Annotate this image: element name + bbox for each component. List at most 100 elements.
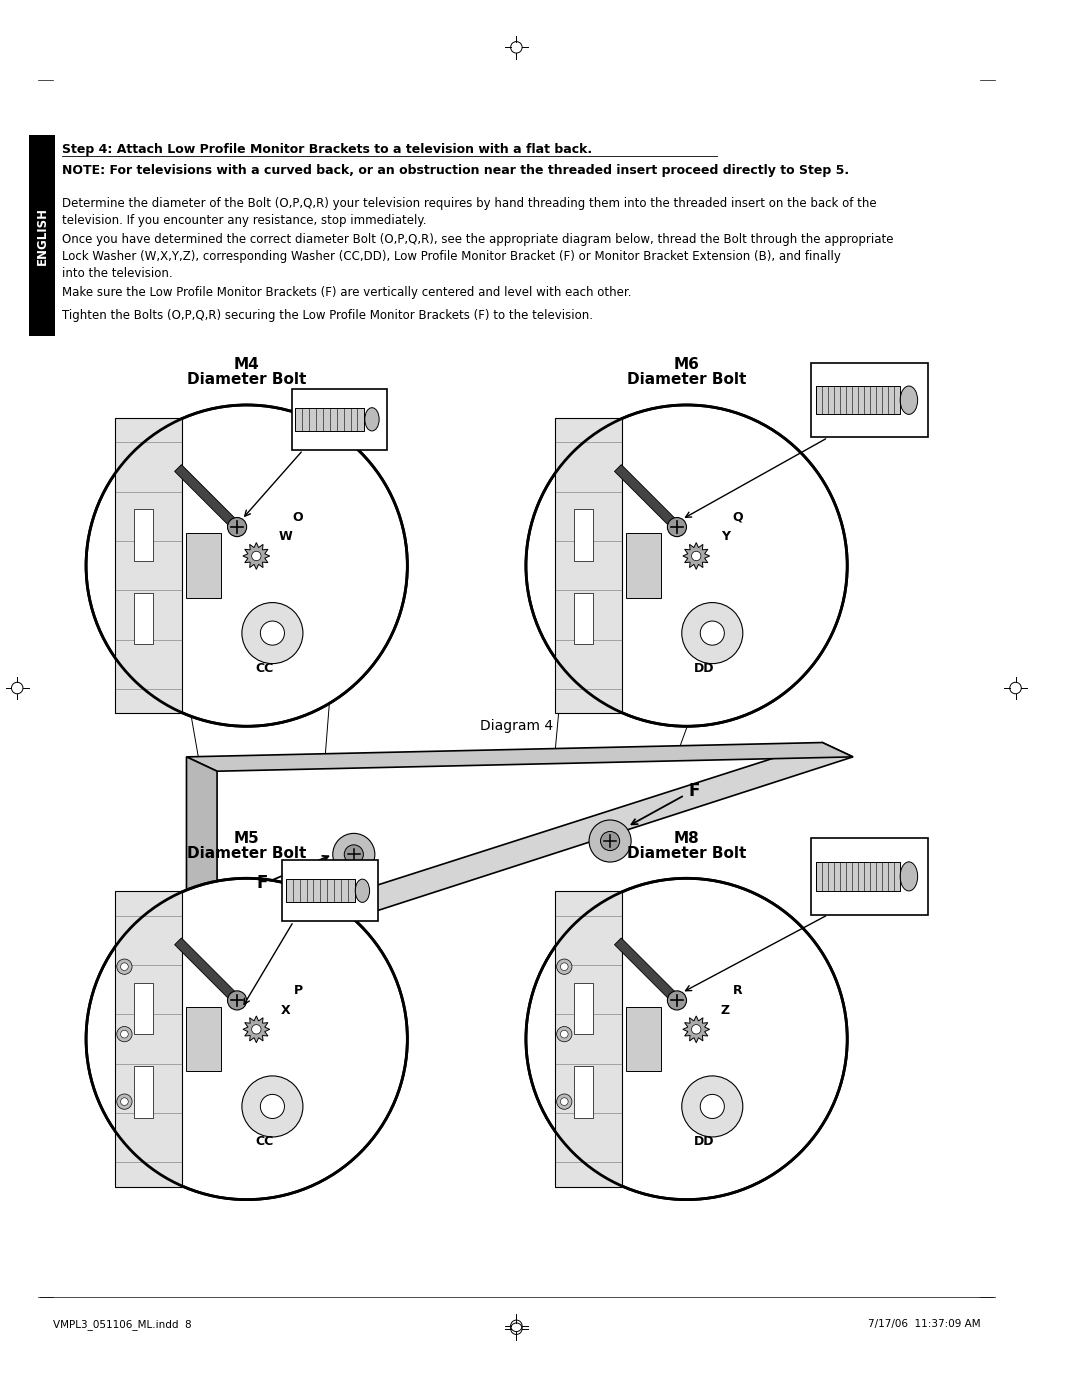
Text: M4: M4: [234, 357, 259, 372]
Circle shape: [345, 845, 363, 863]
Text: O: O: [293, 511, 303, 523]
Circle shape: [691, 551, 701, 560]
Bar: [134, 983, 152, 1034]
Bar: [292, 388, 388, 450]
Circle shape: [252, 1024, 261, 1034]
Text: Tighten the Bolts (O,P,Q,R) securing the Low Profile Monitor Brackets (F) to the: Tighten the Bolts (O,P,Q,R) securing the…: [63, 310, 593, 322]
Circle shape: [600, 832, 620, 851]
Circle shape: [86, 879, 407, 1199]
Text: M6: M6: [674, 357, 700, 372]
Text: Step 4: Attach Low Profile Monitor Brackets to a television with a flat back.: Step 4: Attach Low Profile Monitor Brack…: [63, 143, 592, 156]
Circle shape: [252, 551, 261, 560]
Circle shape: [117, 1093, 132, 1110]
Bar: [573, 983, 593, 1034]
Circle shape: [242, 1075, 302, 1137]
Polygon shape: [175, 938, 241, 1004]
Bar: [815, 862, 900, 891]
Text: Y: Y: [720, 530, 730, 543]
Circle shape: [681, 603, 743, 664]
Text: Q: Q: [732, 511, 743, 523]
Circle shape: [589, 819, 631, 862]
Text: CC: CC: [255, 1135, 273, 1148]
Text: Diameter Bolt: Diameter Bolt: [626, 845, 746, 861]
Bar: [625, 1007, 661, 1071]
Text: R: R: [733, 985, 743, 997]
Polygon shape: [243, 543, 270, 569]
Text: NOTE: For televisions with a curved back, or an obstruction near the threaded in: NOTE: For televisions with a curved back…: [63, 164, 849, 178]
Bar: [134, 509, 152, 560]
Text: ENGLISH: ENGLISH: [36, 207, 49, 264]
Text: W: W: [279, 530, 293, 543]
Bar: [573, 1066, 593, 1118]
Polygon shape: [187, 757, 217, 963]
Circle shape: [667, 518, 687, 537]
Polygon shape: [187, 742, 853, 771]
Circle shape: [86, 405, 407, 726]
Polygon shape: [683, 1016, 710, 1042]
Text: Diagram 4: Diagram 4: [480, 719, 553, 733]
Text: F: F: [689, 782, 700, 800]
Circle shape: [333, 833, 375, 876]
Circle shape: [667, 991, 687, 1009]
Text: Z: Z: [720, 1004, 730, 1016]
Polygon shape: [175, 464, 241, 530]
Text: F: F: [256, 874, 268, 892]
Circle shape: [121, 1097, 129, 1106]
Bar: [186, 1007, 221, 1071]
Bar: [29, 135, 55, 336]
Bar: [625, 533, 661, 598]
Bar: [282, 861, 378, 921]
Text: M5: M5: [234, 830, 259, 845]
Circle shape: [681, 1075, 743, 1137]
Bar: [811, 364, 928, 438]
Bar: [286, 879, 354, 902]
Text: CC: CC: [255, 662, 273, 675]
Text: Determine the diameter of the Bolt (O,P,Q,R) your television requires by hand th: Determine the diameter of the Bolt (O,P,…: [63, 197, 877, 227]
Polygon shape: [615, 938, 680, 1004]
Circle shape: [700, 1095, 725, 1118]
Text: 7/17/06  11:37:09 AM: 7/17/06 11:37:09 AM: [867, 1319, 981, 1329]
Text: DD: DD: [694, 662, 715, 675]
Ellipse shape: [355, 879, 369, 902]
Circle shape: [700, 621, 725, 646]
Polygon shape: [615, 464, 680, 530]
Circle shape: [556, 1026, 572, 1042]
Circle shape: [556, 958, 572, 975]
Text: X: X: [281, 1004, 291, 1016]
Circle shape: [121, 1030, 129, 1038]
Text: Diameter Bolt: Diameter Bolt: [626, 372, 746, 387]
Ellipse shape: [900, 862, 918, 891]
Text: M8: M8: [674, 830, 700, 845]
Bar: [114, 891, 183, 1187]
Circle shape: [526, 879, 847, 1199]
Polygon shape: [243, 1016, 270, 1042]
Text: Make sure the Low Profile Monitor Brackets (F) are vertically centered and level: Make sure the Low Profile Monitor Bracke…: [63, 286, 632, 299]
Bar: [114, 417, 183, 713]
Bar: [573, 509, 593, 560]
Bar: [811, 839, 928, 914]
Circle shape: [228, 991, 246, 1009]
Circle shape: [561, 963, 568, 971]
Bar: [296, 408, 364, 431]
Bar: [555, 417, 622, 713]
Text: P: P: [294, 985, 302, 997]
Ellipse shape: [365, 408, 379, 431]
Bar: [815, 386, 900, 414]
Circle shape: [121, 963, 129, 971]
Polygon shape: [187, 742, 853, 963]
Bar: [186, 533, 221, 598]
Bar: [134, 593, 152, 644]
Circle shape: [228, 518, 246, 537]
Bar: [573, 593, 593, 644]
Text: Diameter Bolt: Diameter Bolt: [187, 845, 307, 861]
Circle shape: [556, 1093, 572, 1110]
Circle shape: [117, 958, 132, 975]
Circle shape: [561, 1097, 568, 1106]
Text: VMPL3_051106_ML.indd  8: VMPL3_051106_ML.indd 8: [53, 1319, 191, 1330]
Circle shape: [260, 621, 284, 646]
Bar: [134, 1066, 152, 1118]
Text: Diameter Bolt: Diameter Bolt: [187, 372, 307, 387]
Circle shape: [260, 1095, 284, 1118]
Circle shape: [561, 1030, 568, 1038]
Text: DD: DD: [694, 1135, 715, 1148]
